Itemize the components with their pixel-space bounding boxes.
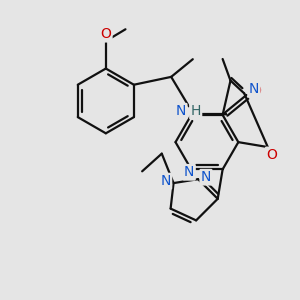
Text: O: O: [250, 84, 261, 98]
Text: O: O: [266, 148, 277, 162]
Text: H: H: [190, 104, 201, 118]
Text: N: N: [201, 170, 211, 184]
Text: O: O: [100, 27, 111, 41]
Text: N: N: [249, 82, 259, 96]
Text: N: N: [160, 174, 171, 188]
Text: N: N: [184, 165, 194, 179]
Text: N: N: [176, 104, 186, 118]
